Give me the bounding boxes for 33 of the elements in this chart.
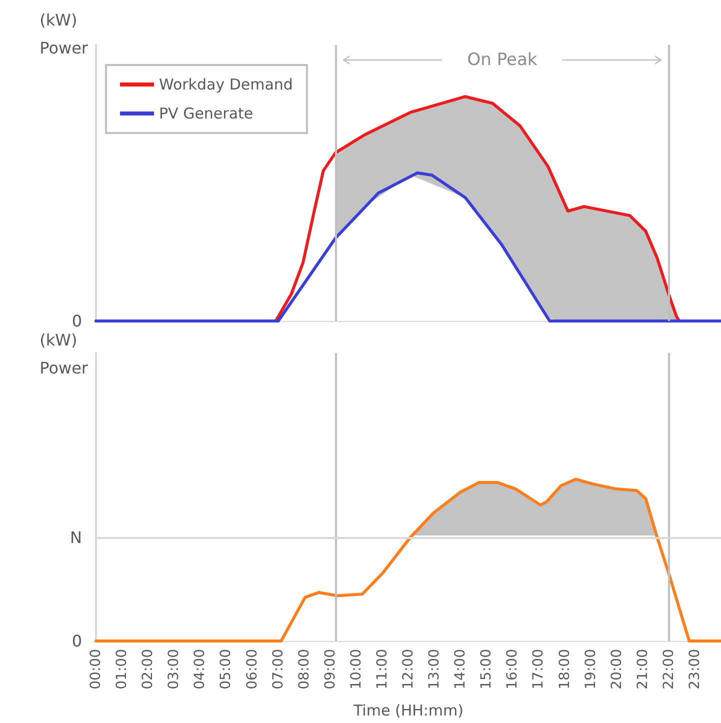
x-tick-label: 02:00 bbox=[140, 649, 156, 690]
x-tick-label: 07:00 bbox=[270, 649, 286, 690]
x-tick-label: 19:00 bbox=[582, 649, 599, 690]
text: 0 bbox=[72, 632, 82, 650]
x-tick-label: 06:00 bbox=[244, 649, 260, 690]
x-tick-label: 11:00 bbox=[374, 649, 390, 690]
x-tick-label: 03:00 bbox=[166, 649, 182, 690]
x-tick-label: 16:00 bbox=[504, 649, 521, 690]
ref-line-label: N bbox=[70, 528, 82, 547]
x-tick-label: 05:00 bbox=[218, 649, 234, 690]
x-tick-label: 00:00 bbox=[88, 649, 104, 690]
x-tick-label: 01:00 bbox=[114, 649, 130, 690]
x-tick-label: 04:00 bbox=[192, 649, 208, 690]
y-axis-title: (kW) Power bbox=[40, 10, 88, 58]
x-tick-label: 09:00 bbox=[322, 649, 338, 690]
x-tick-label: 12:00 bbox=[400, 649, 416, 690]
x-tick-label: 22:00 bbox=[660, 649, 677, 690]
x-tick-label: 17:00 bbox=[530, 649, 547, 690]
text: 0 bbox=[72, 312, 82, 330]
text: On Peak bbox=[467, 50, 538, 70]
x-tick-label: 20:00 bbox=[608, 649, 625, 690]
x-tick-label: 13:00 bbox=[426, 649, 443, 690]
x-tick-label: 18:00 bbox=[556, 649, 573, 690]
x-axis-title: Time (HH:mm) bbox=[352, 702, 464, 720]
x-tick-label: 23:00 bbox=[686, 649, 703, 690]
x-tick-label: 14:00 bbox=[452, 649, 469, 690]
x-tick-label: 10:00 bbox=[348, 649, 364, 690]
x-tick-label: 08:00 bbox=[296, 649, 312, 690]
x-tick-label: 21:00 bbox=[634, 649, 651, 690]
legend-label: Workday Demand bbox=[159, 76, 293, 94]
legend-label: PV Generate bbox=[159, 104, 254, 122]
x-tick-label: 15:00 bbox=[478, 649, 495, 690]
y-axis-title: (kW) Power bbox=[40, 330, 88, 378]
